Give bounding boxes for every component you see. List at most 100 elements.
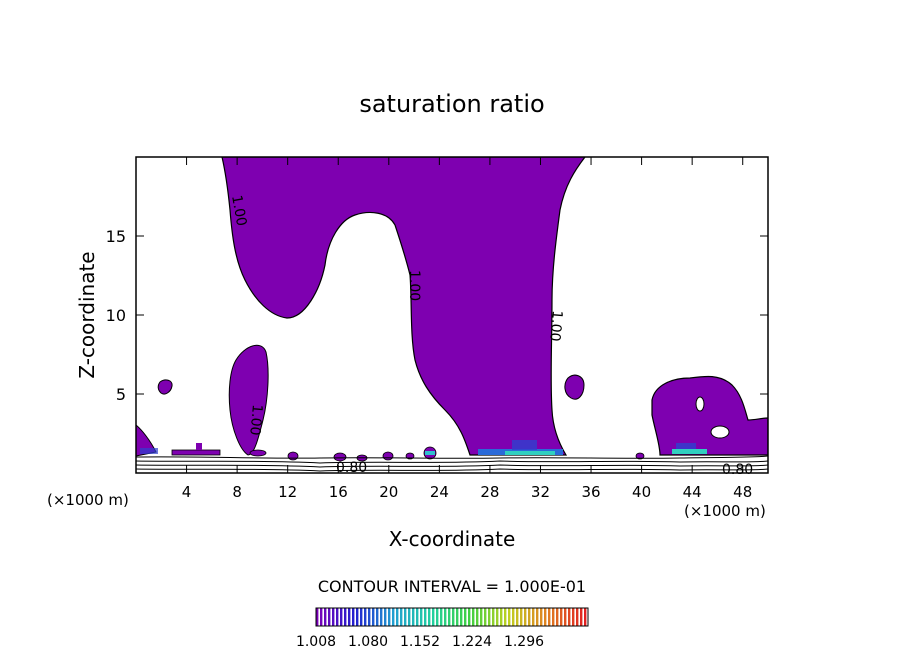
z-unit-label: (×1000 m)	[47, 491, 129, 509]
contour-interval-text: CONTOUR INTERVAL = 1.000E-01	[318, 577, 586, 596]
colorbar-frame	[315, 607, 589, 627]
colorbar-stripe	[344, 608, 347, 626]
x-tick-label: 16	[329, 483, 348, 501]
colorbar-stripe	[372, 608, 375, 626]
x-tick-label: 12	[278, 483, 297, 501]
colorbar-stripe	[508, 608, 511, 626]
colorbar-stripe	[540, 608, 543, 626]
colorbar-stripe	[552, 608, 555, 626]
colorbar-stripe	[556, 608, 559, 626]
colorbar-tick-label: 1.152	[400, 634, 440, 650]
x-tick-label: 8	[232, 483, 242, 501]
colorbar-stripe	[544, 608, 547, 626]
saturated-region-left-mid	[228, 344, 269, 456]
colorbar-stripe	[376, 608, 379, 626]
contour-fill-layer	[136, 157, 768, 472]
contour-label-1: 1.00	[228, 194, 249, 227]
colorbar-stripe	[484, 608, 487, 626]
x-tick-label: 48	[733, 483, 752, 501]
colorbar-stripe	[432, 608, 435, 626]
colorbar-stripe	[496, 608, 499, 626]
colorbar-stripe	[548, 608, 551, 626]
contour-label-2: 1.00	[406, 270, 422, 301]
x-tick-label: 44	[683, 483, 702, 501]
colorbar-stripe	[456, 608, 459, 626]
colorbar-stripe	[360, 608, 363, 626]
colorbar-stripe	[336, 608, 339, 626]
y-tick-label: 10	[106, 306, 126, 325]
x-tick-label: 36	[581, 483, 600, 501]
colorbar-stripe	[460, 608, 463, 626]
colorbar-stripe	[464, 608, 467, 626]
colorbar-stripe	[424, 608, 427, 626]
colorbar-stripe	[528, 608, 531, 626]
colorbar-stripe	[328, 608, 331, 626]
colorbar-stripe	[436, 608, 439, 626]
colorbar-stripe	[440, 608, 443, 626]
colorbar-stripe	[356, 608, 359, 626]
y-tick-label: 5	[116, 385, 126, 404]
colorbar-stripe	[532, 608, 535, 626]
colorbar-stripe	[480, 608, 483, 626]
y-axis: 5 10 15	[106, 227, 768, 404]
colorbar-stripe	[448, 608, 451, 626]
x-tick-label: 20	[379, 483, 398, 501]
colorbar-tick-label: 1.296	[504, 634, 544, 650]
colorbar-tick-label: 1.224	[452, 634, 492, 650]
colorbar-stripe	[324, 608, 327, 626]
colorbar-stripe	[488, 608, 491, 626]
x-tick-label: 28	[480, 483, 499, 501]
colorbar-tick-label: 1.080	[348, 634, 388, 650]
colorbar-stripe	[492, 608, 495, 626]
saturated-region-x35	[564, 374, 585, 400]
low-cloud-strip-2	[196, 443, 202, 450]
colorbar-stripe	[428, 608, 431, 626]
surface-contours	[136, 455, 768, 472]
colorbar-stripe	[476, 608, 479, 626]
colorbar-stripe	[380, 608, 383, 626]
colorbar-stripe	[564, 608, 567, 626]
x-tick-label: 40	[632, 483, 651, 501]
colorbar-stripe	[536, 608, 539, 626]
y-axis-label: Z-coordinate	[75, 251, 99, 378]
colorbar-stripe	[352, 608, 355, 626]
x-axis-label: X-coordinate	[389, 527, 516, 551]
colorbar-stripe	[468, 608, 471, 626]
saturated-region-tiny-left	[157, 379, 173, 395]
colorbar-stripe	[412, 608, 415, 626]
saturated-region-upper-left	[221, 157, 586, 456]
colorbar-stripe	[384, 608, 387, 626]
colorbar-stripe	[560, 608, 563, 626]
colorbar-stripe	[404, 608, 407, 626]
colorbar-stripe	[584, 608, 587, 626]
colorbar-stripe	[512, 608, 515, 626]
colorbar-stripe	[516, 608, 519, 626]
colorbar-stripe	[400, 608, 403, 626]
colorbar-stripe	[504, 608, 507, 626]
colorbar-stripe	[576, 608, 579, 626]
contour-label-5: 0.80	[336, 460, 367, 476]
x-tick-label: 24	[430, 483, 449, 501]
colorbar-stripe	[500, 608, 503, 626]
contour-label-3: 1.00	[546, 310, 565, 342]
colorbar-stripe	[524, 608, 527, 626]
x-tick-label: 4	[182, 483, 192, 501]
x-axis: 4 8 12 16 20 24 28 32 36 40 44 48	[182, 157, 752, 501]
colorbar-stripe	[320, 608, 323, 626]
colorbar-stripe	[364, 608, 367, 626]
colorbar-stripe	[444, 608, 447, 626]
x-unit-label: (×1000 m)	[684, 502, 766, 520]
colorbar-stripe	[568, 608, 571, 626]
colorbar-stripe	[452, 608, 455, 626]
contour-label-4: 1.00	[246, 404, 265, 436]
colorbar	[315, 607, 589, 627]
contour-label-6: 0.80	[722, 462, 753, 478]
colorbar-stripe	[572, 608, 575, 626]
colorbar-stripe	[332, 608, 335, 626]
chart-title: saturation ratio	[359, 90, 544, 118]
colorbar-stripe	[396, 608, 399, 626]
colorbar-stripe	[408, 608, 411, 626]
colorbar-stripe	[368, 608, 371, 626]
colorbar-stripe	[316, 608, 319, 626]
